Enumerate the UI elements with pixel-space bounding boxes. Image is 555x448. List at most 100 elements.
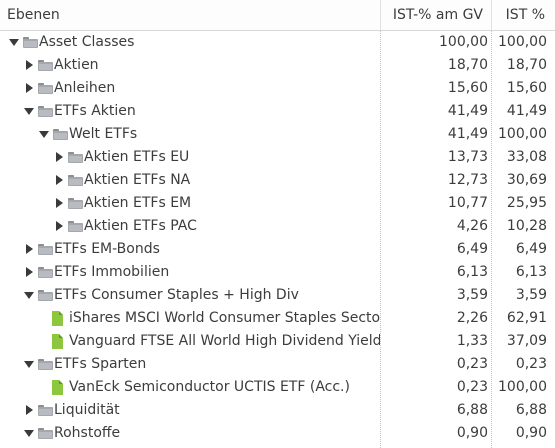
tree-row-label: ETFs Aktien <box>54 103 136 119</box>
tree-row-label: ETFs Immobilien <box>54 264 170 280</box>
value-ist-gv: 41,49 <box>447 126 488 142</box>
value-ist-gv: 18,70 <box>447 57 488 73</box>
value-ist: 18,70 <box>506 57 547 73</box>
tree-row-name: Vanguard FTSE All World High Dividend Yi… <box>0 330 380 353</box>
chevron-right-icon[interactable] <box>23 77 35 100</box>
folder-icon <box>38 83 53 94</box>
tree-row[interactable]: Aktien 18,70 18,70 <box>0 54 555 77</box>
folder-icon <box>38 405 53 416</box>
folder-icon <box>68 175 83 186</box>
tree-row[interactable]: Aktien ETFs NA 12,73 30,69 <box>0 169 555 192</box>
tree-row[interactable]: Aktien ETFs PAC 4,26 10,28 <box>0 215 555 238</box>
chevron-right-icon[interactable] <box>53 146 65 169</box>
tree-row-label: Aktien ETFs EM <box>84 195 192 211</box>
tree-row-label: Rohstoffe <box>54 425 121 441</box>
chevron-right-icon[interactable] <box>53 169 65 192</box>
tree-row[interactable]: ETFs Sparten 0,23 0,23 <box>0 353 555 376</box>
value-ist: 0,90 <box>515 425 547 441</box>
tree-row[interactable]: Liquidität 6,88 6,88 <box>0 399 555 422</box>
chevron-right-icon[interactable] <box>53 215 65 238</box>
value-ist: 15,60 <box>506 80 547 96</box>
value-ist-gv: 10,77 <box>447 195 488 211</box>
tree-row-label: iShares MSCI World Consumer Staples Sect… <box>69 310 380 326</box>
value-ist: 6,49 <box>515 241 547 257</box>
tree-row-label: Vanguard FTSE All World High Dividend Yi… <box>69 333 380 349</box>
tree-row[interactable]: Rohstoffe 0,90 0,90 <box>0 422 555 445</box>
folder-icon <box>68 198 83 209</box>
chevron-down-icon[interactable] <box>8 31 20 54</box>
tree-row-name: ETFs Aktien <box>0 100 380 123</box>
header-ist[interactable]: IST % <box>491 0 555 30</box>
value-ist-gv: 41,49 <box>447 103 488 119</box>
tree-row[interactable]: ETFs Immobilien 6,13 6,13 <box>0 261 555 284</box>
value-ist: 100,00 <box>498 126 547 142</box>
value-ist-gv: 12,73 <box>447 172 488 188</box>
tree-row[interactable]: Anleihen 15,60 15,60 <box>0 77 555 100</box>
value-ist: 3,59 <box>515 287 547 303</box>
tree-row-name: VanEck Semiconductor UCTIS ETF (Acc.) <box>0 376 380 399</box>
value-ist-gv: 3,59 <box>456 287 488 303</box>
tree-row[interactable]: Aktien ETFs EU 13,73 33,08 <box>0 146 555 169</box>
tree-row-label: Liquidität <box>54 402 120 418</box>
chevron-right-icon[interactable] <box>23 54 35 77</box>
tree-row[interactable]: ETFs EM-Bonds 6,49 6,49 <box>0 238 555 261</box>
tree-row[interactable]: VanEck Semiconductor UCTIS ETF (Acc.) 0,2… <box>0 376 555 399</box>
header-ebenen[interactable]: Ebenen <box>7 7 60 23</box>
folder-icon <box>38 428 53 439</box>
value-ist: 33,08 <box>506 149 547 165</box>
chevron-right-icon[interactable] <box>23 261 35 284</box>
tree-row[interactable]: Welt ETFs 41,49 100,00 <box>0 123 555 146</box>
value-ist-gv: 6,49 <box>456 241 488 257</box>
chevron-right-icon[interactable] <box>23 399 35 422</box>
value-ist-gv: 13,73 <box>447 149 488 165</box>
chevron-down-icon[interactable] <box>23 100 35 123</box>
tree-row-name: Aktien ETFs NA <box>0 169 380 192</box>
tree-row-name: Asset Classes <box>0 31 380 54</box>
chevron-down-icon[interactable] <box>23 353 35 376</box>
folder-icon <box>38 267 53 278</box>
tree-row-label: Welt ETFs <box>69 126 138 142</box>
value-ist: 37,09 <box>506 333 547 349</box>
folder-icon <box>68 221 83 232</box>
column-guide-gv <box>380 31 381 448</box>
value-ist-gv: 6,13 <box>456 264 488 280</box>
tree-row-label: Aktien ETFs NA <box>84 172 191 188</box>
tree-row[interactable]: iShares MSCI World Consumer Staples Sect… <box>0 307 555 330</box>
chevron-right-icon[interactable] <box>53 192 65 215</box>
security-icon <box>52 311 63 326</box>
value-ist: 41,49 <box>506 103 547 119</box>
tree-row-label: Asset Classes <box>39 34 135 50</box>
value-ist: 62,91 <box>506 310 547 326</box>
tree-row-name: Aktien <box>0 54 380 77</box>
chevron-down-icon[interactable] <box>23 284 35 307</box>
folder-icon <box>53 129 68 140</box>
tree-row[interactable]: Asset Classes 100,00 100,00 <box>0 31 555 54</box>
tree-row[interactable]: Vanguard FTSE All World High Dividend Yi… <box>0 330 555 353</box>
value-ist: 10,28 <box>506 218 547 234</box>
tree-row-label: ETFs Sparten <box>54 356 147 372</box>
column-guide-ist <box>491 31 492 448</box>
value-ist-gv: 4,26 <box>456 218 488 234</box>
tree-row[interactable]: ETFs Consumer Staples + High Div 3,59 3,59 <box>0 284 555 307</box>
tree-row-name: ETFs Consumer Staples + High Div <box>0 284 380 307</box>
value-ist: 100,00 <box>498 379 547 395</box>
folder-icon <box>38 290 53 301</box>
folder-icon <box>38 244 53 255</box>
tree-row-label: Aktien ETFs PAC <box>84 218 197 234</box>
tree-row[interactable]: Aktien ETFs EM 10,77 25,95 <box>0 192 555 215</box>
value-ist: 0,23 <box>515 356 547 372</box>
tree-row-name: Aktien ETFs PAC <box>0 215 380 238</box>
tree-row-label: Aktien ETFs EU <box>84 149 190 165</box>
header-ist-gv[interactable]: IST-% am GV <box>380 0 491 30</box>
tree-row[interactable]: ETFs Aktien 41,49 41,49 <box>0 100 555 123</box>
folder-icon <box>38 106 53 117</box>
tree-row-name: Welt ETFs <box>0 123 380 146</box>
chevron-down-icon[interactable] <box>23 422 35 445</box>
chevron-down-icon[interactable] <box>38 123 50 146</box>
value-ist: 6,13 <box>515 264 547 280</box>
tree-row-name: ETFs Immobilien <box>0 261 380 284</box>
folder-icon <box>68 152 83 163</box>
security-icon <box>52 380 63 395</box>
chevron-right-icon[interactable] <box>23 238 35 261</box>
